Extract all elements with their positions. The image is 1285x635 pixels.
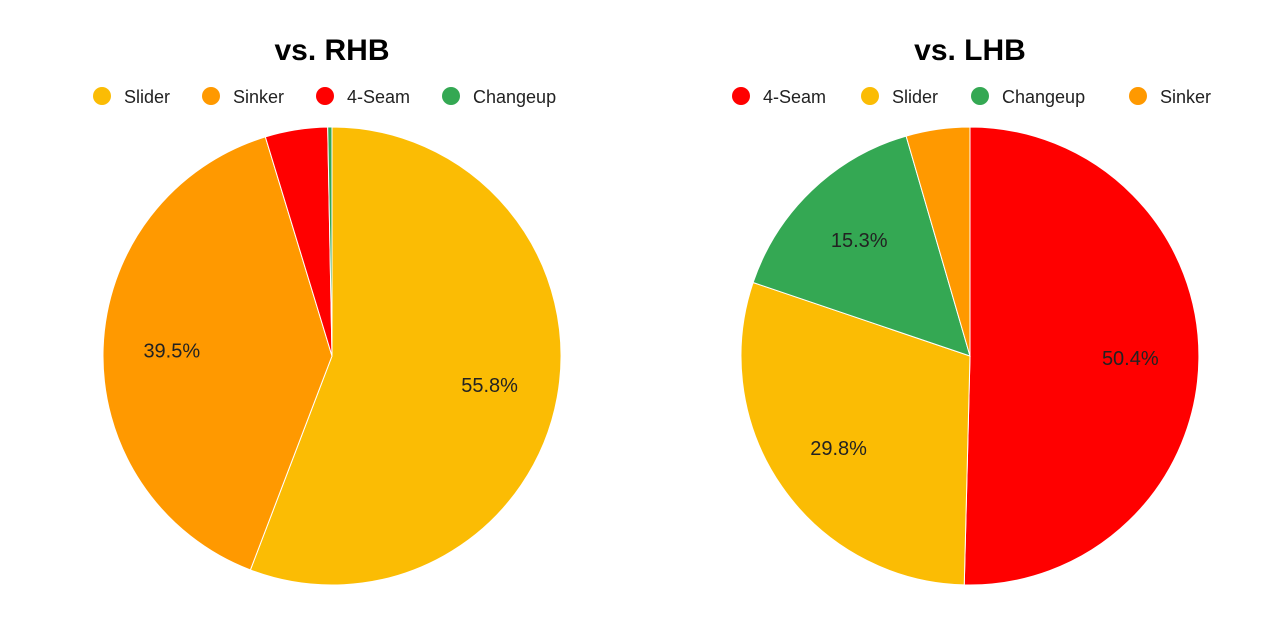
legend-swatch: [732, 87, 750, 105]
legend-label: 4-Seam: [763, 87, 826, 107]
legend-label: 4-Seam: [347, 87, 410, 107]
legend-item-4-seam[interactable]: 4-Seam: [732, 87, 826, 107]
chart-vs-rhb: vs. RHB Slider Sinker 4-Seam Changeup 55.8% 39…: [93, 34, 562, 586]
legend-swatch: [202, 87, 220, 105]
chart-title: vs. LHB: [914, 34, 1026, 67]
pie-slice-changeup[interactable]: [327, 126, 333, 357]
legend-label: Slider: [124, 87, 170, 107]
slice-data-label: 29.8%: [810, 438, 867, 460]
legend-item-sinker[interactable]: Sinker: [202, 87, 284, 107]
legend-swatch: [442, 87, 460, 105]
pie-slice-4-seam[interactable]: [963, 126, 1200, 586]
pie-slice-slider[interactable]: [249, 126, 562, 586]
legend-item-changeup[interactable]: Changeup: [971, 87, 1085, 107]
legend-swatch: [316, 87, 334, 105]
slice-data-label: 50.4%: [1102, 348, 1159, 370]
legend-item-changeup[interactable]: Changeup: [442, 87, 556, 107]
legend-label: Slider: [892, 87, 938, 107]
pie-slice-slider[interactable]: [740, 281, 971, 586]
legend-label: Changeup: [473, 87, 556, 107]
pie-slice-sinker[interactable]: [905, 126, 971, 357]
chart-title: vs. RHB: [274, 34, 389, 67]
legend-swatch: [971, 87, 989, 105]
legend-label: Sinker: [233, 87, 284, 107]
legend-swatch: [1129, 87, 1147, 105]
legend-item-slider[interactable]: Slider: [93, 87, 170, 107]
chart-vs-lhb: vs. LHB 4-Seam Slider Changeup Sinker 50.4% 29…: [732, 34, 1211, 586]
legend-label: Changeup: [1002, 87, 1085, 107]
legend-swatch: [861, 87, 879, 105]
legend-item-slider[interactable]: Slider: [861, 87, 938, 107]
legend-swatch: [93, 87, 111, 105]
slice-data-label: 55.8%: [461, 375, 518, 397]
legend-label: Sinker: [1160, 87, 1211, 107]
slice-data-label: 15.3%: [831, 230, 888, 252]
legend-item-sinker[interactable]: Sinker: [1129, 87, 1211, 107]
pie-slice-sinker[interactable]: [102, 136, 333, 571]
pie-slice-changeup[interactable]: [752, 135, 971, 357]
slice-data-label: 39.5%: [143, 341, 200, 363]
legend-item-4-seam[interactable]: 4-Seam: [316, 87, 410, 107]
